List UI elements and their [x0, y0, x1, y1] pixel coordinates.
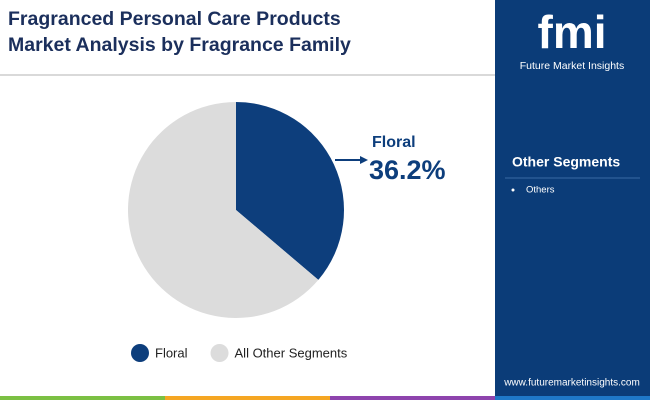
footer-strip [0, 396, 165, 400]
pie-slice [236, 102, 344, 280]
legend-label: All Other Segments [235, 345, 348, 360]
bullet [511, 188, 515, 192]
footer-strip [165, 396, 330, 400]
logo: fmi [538, 6, 607, 58]
sidebar-item: Others [526, 185, 555, 196]
sidebar-panel [495, 0, 650, 396]
annotation-label: Floral [372, 134, 416, 151]
footer-strip [495, 396, 650, 400]
brand: Future Market Insights [520, 60, 624, 72]
sidebar-heading: Other Segments [512, 154, 620, 170]
arrow-head [360, 156, 368, 164]
legend-swatch [131, 344, 149, 362]
value-label: 36.2% [369, 155, 446, 185]
url: www.futuremarketinsights.com [503, 378, 640, 389]
legend-label: Floral [155, 345, 188, 360]
legend-swatch [210, 344, 229, 362]
chart-title: Fragranced Personal Care Products Market… [8, 8, 351, 56]
footer-strip [330, 396, 495, 400]
pie-slice [127, 102, 319, 318]
title-box: Fragranced Personal Care Products Market… [8, 8, 351, 56]
